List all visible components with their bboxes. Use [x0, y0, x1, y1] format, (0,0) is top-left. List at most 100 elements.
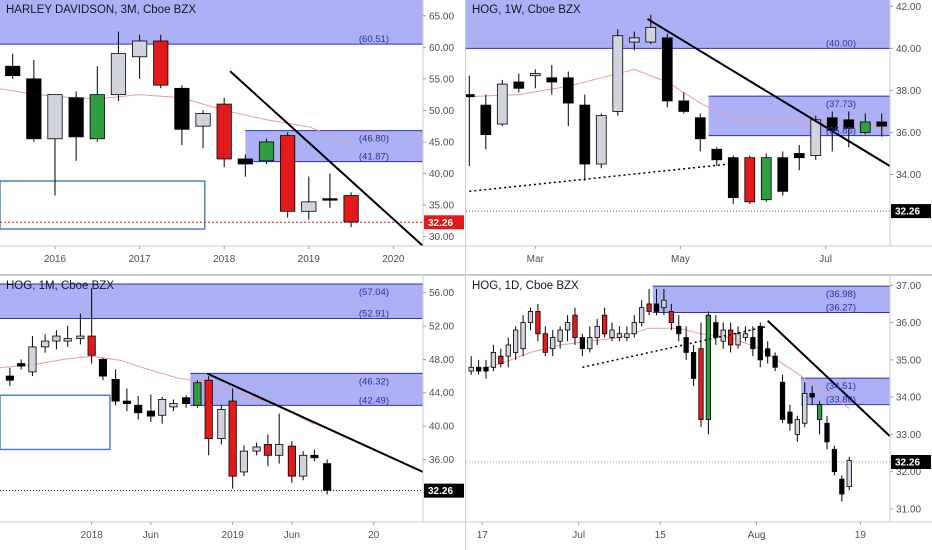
candle[interactable]: [134, 396, 143, 420]
candle[interactable]: [483, 359, 489, 379]
candle[interactable]: [87, 288, 96, 364]
candle[interactable]: [661, 289, 667, 316]
candle[interactable]: [323, 459, 332, 495]
candle[interactable]: [76, 313, 85, 345]
candle[interactable]: [299, 451, 308, 481]
candle[interactable]: [28, 336, 37, 377]
candle[interactable]: [639, 300, 645, 327]
candle[interactable]: [174, 85, 190, 146]
candle[interactable]: [661, 33, 673, 108]
candle[interactable]: [527, 307, 534, 331]
candle[interactable]: [772, 352, 778, 372]
candle[interactable]: [52, 330, 61, 350]
candle[interactable]: [287, 441, 296, 483]
candle[interactable]: [5, 53, 21, 79]
candle[interactable]: [258, 138, 275, 164]
chart-panel-1d[interactable]: HOG, 1D, Cboe BZX (36.98) (36.27) (34.51)(…: [466, 276, 932, 550]
candle[interactable]: [228, 388, 237, 489]
candle[interactable]: [505, 337, 511, 368]
candle[interactable]: [816, 400, 823, 435]
candle[interactable]: [275, 413, 284, 464]
candle[interactable]: [193, 380, 202, 408]
chart-panel-1m[interactable]: HOG, 1M, Cboe BZX (57.04) (52.91) (46.32) (…: [0, 276, 465, 550]
candle[interactable]: [110, 31, 127, 101]
candle[interactable]: [711, 147, 723, 167]
candle[interactable]: [779, 374, 786, 424]
candle[interactable]: [579, 94, 591, 181]
candle[interactable]: [26, 59, 42, 142]
candle[interactable]: [645, 14, 657, 45]
candle[interactable]: [744, 155, 756, 204]
candle[interactable]: [550, 330, 556, 357]
candle[interactable]: [683, 326, 689, 360]
candle[interactable]: [612, 29, 624, 116]
chart-canvas[interactable]: (57.04)(52.91)(46.32)(42.49)32.0036.0040…: [0, 276, 465, 550]
chart-panel-3m[interactable]: HARLEY DAVIDSON, 3M, Cboe BZX (60.51) (46…: [0, 0, 465, 274]
candle[interactable]: [343, 192, 359, 228]
candle[interactable]: [713, 315, 719, 345]
candle[interactable]: [742, 326, 749, 342]
candle[interactable]: [609, 322, 615, 342]
candle[interactable]: [301, 176, 317, 220]
candle[interactable]: [195, 110, 211, 149]
candle[interactable]: [47, 94, 63, 196]
candle[interactable]: [322, 173, 338, 209]
candle[interactable]: [146, 394, 155, 422]
candle[interactable]: [631, 315, 637, 338]
chart-canvas[interactable]: (36.98) (36.27) (34.51) (33.80) 31.00 32.00 33…: [466, 276, 932, 550]
candle[interactable]: [466, 75, 475, 167]
candle[interactable]: [475, 359, 482, 375]
candle[interactable]: [158, 396, 167, 424]
candle[interactable]: [757, 322, 763, 368]
candle[interactable]: [824, 415, 830, 450]
candle[interactable]: [204, 376, 213, 456]
candle[interactable]: [68, 91, 84, 161]
candle[interactable]: [876, 113, 888, 137]
candle[interactable]: [480, 94, 492, 150]
candle[interactable]: [594, 318, 600, 345]
candle[interactable]: [839, 475, 845, 502]
candle[interactable]: [169, 399, 178, 412]
candle[interactable]: [564, 315, 571, 342]
candle[interactable]: [217, 405, 226, 445]
candle[interactable]: [678, 92, 690, 114]
candle[interactable]: [616, 326, 623, 342]
candle[interactable]: [587, 326, 593, 353]
candle[interactable]: [498, 348, 504, 368]
candle[interactable]: [802, 382, 808, 427]
candle[interactable]: [728, 322, 734, 353]
candle[interactable]: [793, 145, 805, 171]
candle[interactable]: [520, 315, 526, 357]
candle[interactable]: [676, 315, 682, 342]
candle[interactable]: [777, 151, 789, 196]
candle[interactable]: [859, 113, 871, 135]
candle[interactable]: [653, 289, 660, 316]
candle[interactable]: [546, 65, 558, 95]
candle[interactable]: [122, 388, 131, 412]
candle[interactable]: [727, 155, 739, 204]
candle[interactable]: [529, 69, 541, 89]
candle[interactable]: [595, 113, 607, 169]
candle[interactable]: [496, 79, 508, 127]
candle[interactable]: [535, 303, 541, 342]
candle[interactable]: [252, 442, 261, 456]
candle[interactable]: [810, 115, 822, 160]
candle[interactable]: [765, 341, 771, 364]
chart-canvas[interactable]: (60.51) (46.80) (41.87) 30.00 35.00 40.00 45.0…: [0, 0, 465, 274]
candle[interactable]: [646, 289, 652, 316]
candle[interactable]: [513, 326, 519, 360]
candle[interactable]: [787, 404, 793, 431]
candle[interactable]: [705, 311, 712, 435]
candle[interactable]: [557, 326, 563, 349]
candle[interactable]: [831, 445, 838, 476]
candle[interactable]: [98, 357, 107, 381]
candle[interactable]: [735, 326, 741, 349]
candle[interactable]: [263, 434, 272, 467]
candle[interactable]: [698, 322, 704, 427]
candle[interactable]: [5, 367, 14, 387]
candle[interactable]: [17, 359, 26, 370]
candle[interactable]: [513, 73, 525, 93]
candle[interactable]: [490, 344, 497, 372]
candle[interactable]: [310, 449, 319, 462]
candle[interactable]: [468, 356, 474, 375]
